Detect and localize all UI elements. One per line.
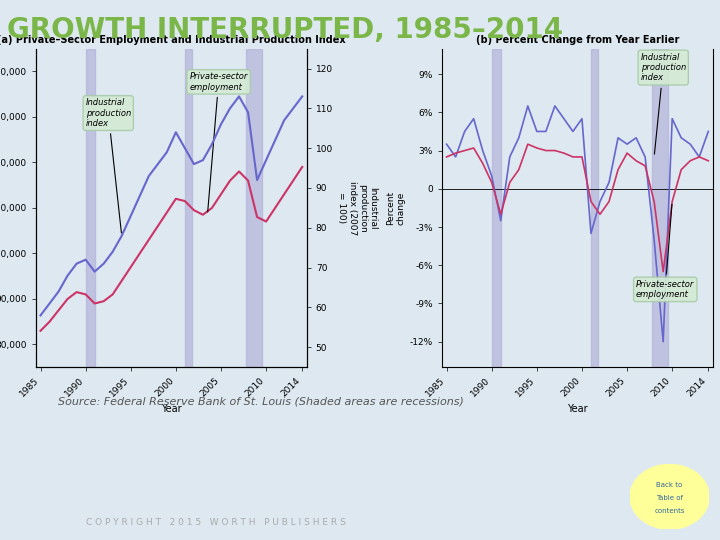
Text: Back to: Back to	[657, 482, 683, 488]
Title: (b) Percent Change from Year Earlier: (b) Percent Change from Year Earlier	[476, 35, 679, 45]
Text: Source: Federal Reserve Bank of St. Louis (Shaded areas are recessions): Source: Federal Reserve Bank of St. Loui…	[58, 397, 464, 407]
Bar	[652, 49, 667, 367]
Text: GROWTH INTERRUPTED, 1985–2014: GROWTH INTERRUPTED, 1985–2014	[7, 16, 563, 44]
X-axis label: Year: Year	[567, 404, 588, 414]
Text: Table of: Table of	[656, 495, 683, 501]
Text: contents: contents	[654, 508, 685, 514]
Text: C O P Y R I G H T   2 0 1 5   W O R T H   P U B L I S H E R S: C O P Y R I G H T 2 0 1 5 W O R T H P U …	[86, 518, 346, 528]
Text: Industrial
production
index: Industrial production index	[86, 98, 131, 233]
Y-axis label: Percent
change: Percent change	[386, 191, 405, 225]
Text: Private-sector
employment: Private-sector employment	[189, 72, 248, 212]
Bar	[492, 49, 500, 367]
Bar	[591, 49, 598, 367]
X-axis label: Year: Year	[161, 404, 181, 414]
Y-axis label: Industrial
production
index (2007
= 100): Industrial production index (2007 = 100)	[337, 181, 377, 235]
Bar	[86, 49, 94, 367]
Text: Industrial
production
index: Industrial production index	[641, 53, 686, 154]
Bar	[185, 49, 192, 367]
Bar	[246, 49, 261, 367]
Ellipse shape	[630, 464, 709, 529]
Title: (a) Private–Sector Employment and Industrial Production Index: (a) Private–Sector Employment and Indust…	[0, 35, 346, 45]
Text: Private-sector
employment: Private-sector employment	[636, 204, 695, 299]
